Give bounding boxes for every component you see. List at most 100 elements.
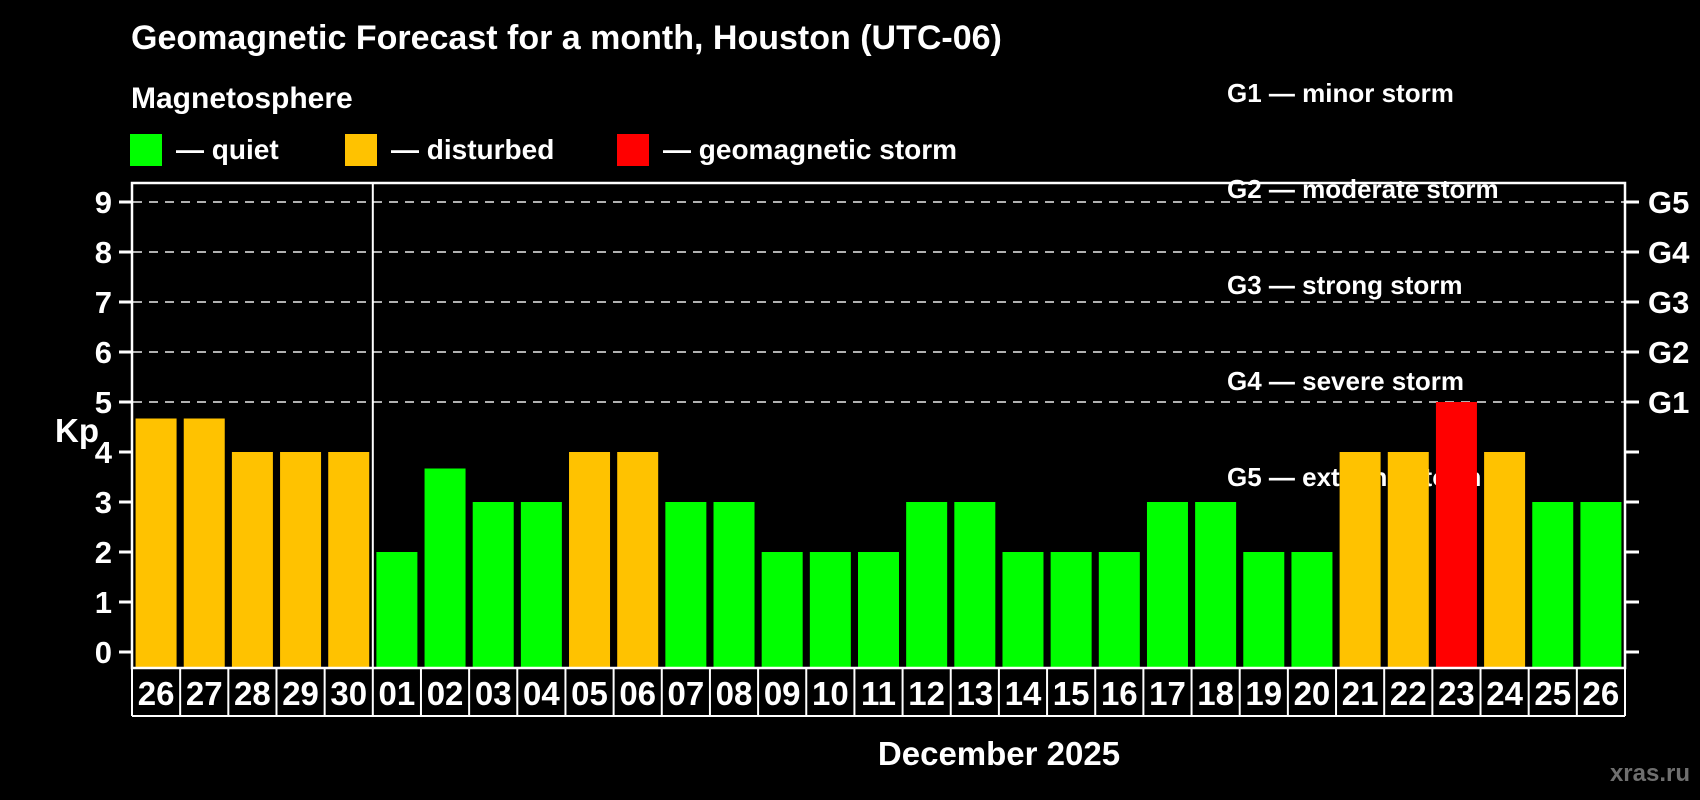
day-label-28: 28 (234, 675, 271, 712)
kp-bar-day-13 (954, 502, 996, 668)
kp-bar-day-08 (713, 502, 755, 668)
kp-bar-day-07 (665, 502, 707, 668)
kp-tick-label-9: 9 (95, 185, 112, 220)
g-scale-axis-label-G5: G5 (1648, 185, 1689, 220)
plot-border (130, 181, 1627, 670)
kp-tick-label-2: 2 (95, 535, 112, 570)
day-label-29: 29 (282, 675, 319, 712)
g-scale-line-g1: G1 — minor storm (1227, 78, 1454, 108)
kp-bar-day-15 (1050, 552, 1092, 668)
day-label-02: 02 (427, 675, 464, 712)
day-label-09: 09 (764, 675, 801, 712)
day-label-13: 13 (956, 675, 993, 712)
kp-bar-day-19 (1243, 552, 1285, 668)
day-label-25: 25 (1534, 675, 1571, 712)
kp-bar-day-20 (1291, 552, 1333, 668)
kp-bar-day-12 (906, 502, 948, 668)
day-label-26: 26 (1583, 675, 1620, 712)
g-scale-axis-label-G1: G1 (1648, 385, 1689, 420)
kp-bar-day-26 (135, 418, 177, 668)
day-label-18: 18 (1197, 675, 1234, 712)
chart-subtitle: Magnetosphere (131, 82, 353, 115)
g-scale-axis-label-G3: G3 (1648, 285, 1689, 320)
kp-tick-label-6: 6 (95, 335, 112, 370)
kp-axis-label: Kp (55, 412, 99, 449)
day-label-14: 14 (1005, 675, 1042, 712)
day-label-08: 08 (716, 675, 753, 712)
axes: 0 1 2 3 4 5 6 7 8 9 G1 G2 G3 G4 G5 (95, 185, 1690, 670)
kp-bar-day-26 (1580, 502, 1622, 668)
kp-bar-day-28 (231, 452, 273, 668)
gridlines (133, 201, 1624, 403)
g-scale-axis-label-G4: G4 (1648, 235, 1690, 270)
kp-bar-day-29 (280, 452, 322, 668)
kp-bar-day-17 (1146, 502, 1188, 668)
day-label-11: 11 (861, 675, 896, 712)
day-label-01: 01 (379, 675, 416, 712)
legend-label-storm: — geomagnetic storm (663, 134, 958, 165)
day-label-19: 19 (1245, 675, 1282, 712)
legend-label-quiet: — quiet (176, 134, 279, 165)
kp-bar-day-18 (1195, 502, 1237, 668)
kp-bar-day-25 (1532, 502, 1574, 668)
quiet-color-swatch (130, 134, 162, 166)
day-label-12: 12 (908, 675, 945, 712)
storm-color-swatch (617, 134, 649, 166)
day-label-22: 22 (1390, 675, 1427, 712)
kp-bar-day-16 (1098, 552, 1140, 668)
day-label-15: 15 (1053, 675, 1090, 712)
chart-title: Geomagnetic Forecast for a month, Housto… (131, 19, 1002, 57)
kp-bar-day-30 (328, 452, 370, 668)
kp-tick-label-3: 3 (95, 485, 112, 520)
kp-tick-label-0: 0 (95, 635, 112, 670)
day-label-17: 17 (1149, 675, 1186, 712)
day-label-07: 07 (667, 675, 704, 712)
g-scale-line-g3: G3 — strong storm (1227, 270, 1463, 300)
legend-item-storm: — geomagnetic storm (617, 134, 957, 166)
kp-tick-label-7: 7 (95, 285, 112, 320)
kp-bar-day-03 (472, 502, 514, 668)
day-label-16: 16 (1101, 675, 1138, 712)
day-label-30: 30 (330, 675, 367, 712)
day-label-03: 03 (475, 675, 512, 712)
day-label-row: 26 27 28 29 30 01 02 03 04 05 06 07 08 09 10 11 12 13 14 15… (131, 668, 1626, 717)
kp-bar-day-22 (1387, 452, 1429, 668)
kp-bar-day-11 (858, 552, 899, 668)
kp-tick-label-1: 1 (95, 585, 112, 620)
g-scale-line-g4: G4 — severe storm (1227, 366, 1465, 396)
day-label-23: 23 (1438, 675, 1475, 712)
month-label: December 2025 (878, 735, 1120, 772)
kp-bars (135, 402, 1622, 668)
watermark: xras.ru (1609, 760, 1690, 787)
g-scale-axis-label-G2: G2 (1648, 335, 1689, 370)
kp-bar-day-01 (376, 552, 418, 668)
legend-label-disturbed: — disturbed (391, 134, 555, 165)
legend-item-quiet: — quiet (130, 134, 279, 166)
day-label-26: 26 (138, 675, 175, 712)
kp-bar-day-05 (569, 452, 611, 668)
day-label-24: 24 (1486, 675, 1523, 712)
kp-bar-day-27 (183, 418, 225, 668)
day-label-06: 06 (619, 675, 656, 712)
kp-bar-day-06 (617, 452, 659, 668)
kp-bar-day-23 (1435, 402, 1477, 668)
kp-bar-day-09 (761, 552, 803, 668)
plot-frame (130, 181, 1627, 670)
day-label-27: 27 (186, 675, 223, 712)
kp-bar-day-14 (1002, 552, 1044, 668)
day-label-05: 05 (571, 675, 608, 712)
kp-bar-day-04 (520, 502, 562, 668)
legend-item-disturbed: — disturbed (345, 134, 554, 166)
g-scale-line-g2: G2 — moderate storm (1227, 174, 1499, 204)
day-label-20: 20 (1294, 675, 1331, 712)
kp-bar-day-21 (1339, 452, 1381, 668)
kp-tick-label-5: 5 (95, 385, 112, 420)
day-label-04: 04 (523, 675, 560, 712)
kp-tick-label-8: 8 (95, 235, 112, 270)
kp-bar-day-10 (809, 552, 851, 668)
day-label-21: 21 (1342, 675, 1379, 712)
kp-bar-day-02 (424, 468, 466, 668)
kp-tick-label-4: 4 (95, 435, 113, 470)
